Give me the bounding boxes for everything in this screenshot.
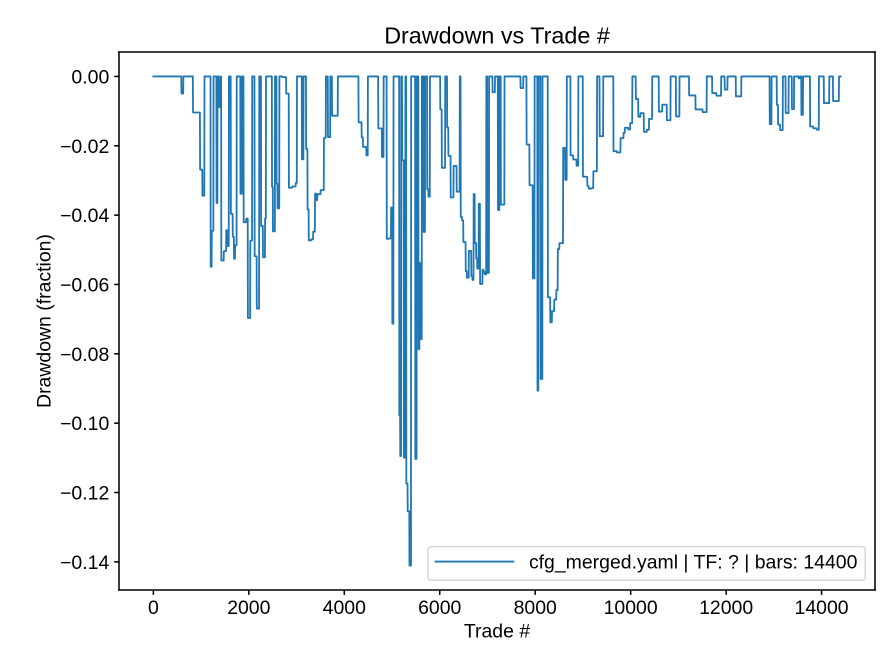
svg-text:14000: 14000 [795, 597, 849, 619]
svg-text:6000: 6000 [418, 597, 461, 619]
svg-text:−0.02: −0.02 [60, 136, 109, 158]
svg-text:−0.12: −0.12 [60, 483, 109, 505]
svg-text:10000: 10000 [604, 597, 658, 619]
svg-text:2000: 2000 [227, 597, 270, 619]
svg-text:12000: 12000 [699, 597, 753, 619]
svg-text:Drawdown vs Trade #: Drawdown vs Trade # [384, 23, 610, 49]
svg-text:−0.10: −0.10 [60, 413, 109, 435]
svg-text:−0.06: −0.06 [60, 275, 109, 297]
svg-text:0: 0 [148, 597, 159, 619]
svg-text:cfg_merged.yaml | TF: ? | bars: cfg_merged.yaml | TF: ? | bars: 14400 [529, 551, 858, 573]
svg-text:4000: 4000 [323, 597, 366, 619]
svg-text:8000: 8000 [514, 597, 557, 619]
svg-text:−0.08: −0.08 [60, 344, 109, 366]
svg-text:Drawdown (fraction): Drawdown (fraction) [33, 234, 55, 408]
svg-text:−0.14: −0.14 [60, 552, 109, 574]
svg-text:Trade #: Trade # [464, 620, 530, 642]
svg-text:−0.04: −0.04 [60, 205, 109, 227]
svg-text:0.00: 0.00 [71, 67, 109, 89]
